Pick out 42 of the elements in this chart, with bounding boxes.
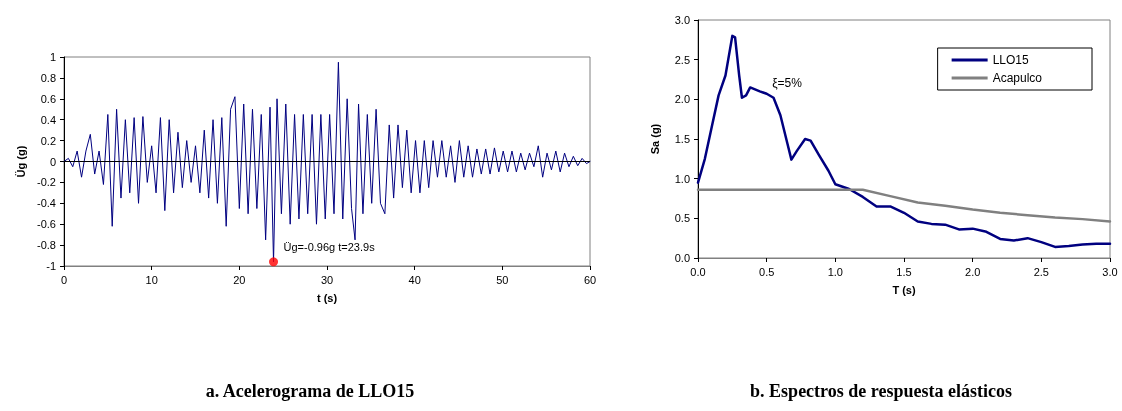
y-tick-label: 1.0 [674, 172, 690, 185]
x-tick-label: 10 [145, 273, 158, 286]
y-tick-label: 1 [49, 51, 56, 63]
y-tick-label: -0.8 [37, 239, 56, 252]
x-tick-label: 1.0 [827, 265, 843, 278]
y-tick-label: 0.6 [40, 92, 56, 105]
y-tick-label: 0.2 [40, 134, 56, 147]
y-tick-label: -0.6 [37, 218, 56, 231]
x-tick-label: 2.5 [1033, 265, 1049, 278]
x-tick-label: 40 [408, 273, 421, 286]
x-tick-label: 0.5 [759, 265, 775, 278]
text: b. Espectros de respuesta elásticos [750, 381, 1012, 401]
y-tick-label: 3.0 [674, 14, 690, 26]
x-tick-label: 0.0 [690, 265, 706, 278]
x-tick-label: 3.0 [1102, 265, 1118, 278]
x-axis-title: t (s) [316, 291, 338, 304]
x-tick-label: 20 [233, 273, 246, 286]
y-tick-label: 2.0 [674, 93, 690, 106]
y-axis-title: Üg (g) [14, 145, 27, 178]
x-axis-title: T (s) [892, 283, 916, 296]
y-tick-label: 1.5 [674, 133, 690, 145]
x-tick-label: 1.5 [896, 265, 912, 278]
y-tick-label: -0.4 [37, 197, 56, 210]
legend-label: LLO15 [992, 53, 1029, 67]
x-tick-label: 2.0 [965, 265, 981, 278]
x-tick-label: 0 [60, 273, 68, 286]
y-tick-label: 0.4 [40, 113, 56, 126]
y-tick-label: 0.8 [40, 71, 56, 84]
legend-label: Acapulco [992, 71, 1043, 85]
y-tick-label: 2.5 [674, 53, 690, 66]
annotation: ξ=5% [772, 76, 803, 91]
x-tick-label: 30 [320, 273, 334, 286]
annotation: Üg=-0.96g t=23.9s [283, 241, 376, 254]
y-tick-label: 0.0 [674, 252, 690, 264]
x-tick-label: 50 [496, 273, 509, 286]
y-axis-title: Sa (g) [648, 123, 661, 155]
x-tick-label: 60 [583, 273, 597, 286]
y-tick-label: 0.5 [674, 212, 690, 225]
y-tick-label: 0 [49, 155, 56, 168]
y-tick-label: -1 [46, 260, 56, 272]
y-tick-label: -0.2 [37, 176, 56, 189]
text: a. Acelerograma de LLO15 [205, 381, 415, 401]
